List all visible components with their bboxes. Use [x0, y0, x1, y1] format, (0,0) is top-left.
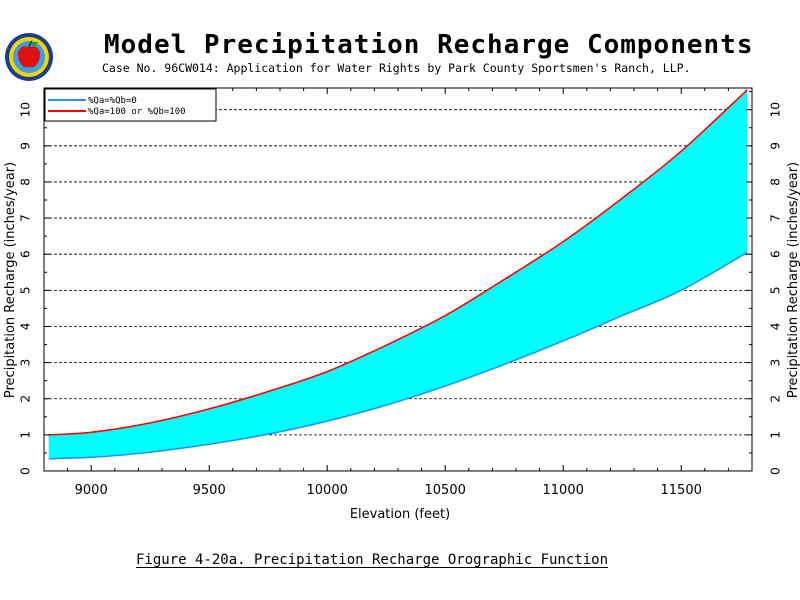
legend-label-qa-qb-0: %Qa=%Qb=0	[88, 96, 137, 106]
y-axis-label-right: Precipitation Recharge (inches/year)	[786, 162, 800, 398]
y-tick-label-left: 5	[19, 287, 33, 295]
y-tick-label-left: 0	[19, 467, 33, 475]
y-tick-label-left: 9	[19, 142, 33, 150]
chart-title: Model Precipitation Recharge Components	[104, 30, 754, 60]
series-line-qa-qb-0	[48, 251, 748, 460]
y-tick-label-right: 3	[769, 359, 783, 367]
legend-label-qa-qb-100: %Qa=100 or %Qb=100	[88, 107, 186, 117]
y-tick-label-right: 6	[769, 250, 783, 258]
y-tick-label-right: 7	[769, 214, 783, 222]
y-tick-label-left: 4	[19, 323, 33, 331]
axis-ticks: 0 0 1 1 2 2 3 3 4 4 5 5 6 6 7 7 8 8 9 9 10 10 9000 9500 10000 105…	[19, 88, 783, 498]
x-tick-label: 9000	[75, 483, 108, 498]
y-tick-label-left: 1	[19, 431, 33, 439]
legend-box	[44, 88, 217, 122]
x-tick-label: 10500	[425, 483, 466, 498]
y-tick-label-right: 0	[769, 467, 783, 475]
y-axis-label-left: Precipitation Recharge (inches/year)	[3, 162, 18, 398]
recharge-band-fill	[48, 89, 748, 459]
y-tick-label-left: 7	[19, 214, 33, 222]
apple-seal-icon	[5, 33, 53, 81]
y-tick-label-right: 1	[769, 431, 783, 439]
y-tick-label-left: 3	[19, 359, 33, 367]
y-tick-label-right: 4	[769, 323, 783, 331]
y-tick-label-right: 10	[769, 102, 783, 117]
recharge-band	[48, 89, 748, 459]
y-tick-label-left: 6	[19, 250, 33, 258]
y-tick-label-right: 2	[769, 395, 783, 403]
chart-subtitle: Case No. 96CW014: Application for Water …	[102, 61, 691, 75]
series-lines	[48, 89, 748, 460]
x-tick-label: 11500	[661, 483, 702, 498]
y-tick-label-left: 8	[19, 178, 33, 186]
x-tick-label: 9500	[193, 483, 226, 498]
y-tick-label-left: 2	[19, 395, 33, 403]
y-tick-label-right: 9	[769, 142, 783, 150]
legend: %Qa=%Qb=0%Qa=100 or %Qb=100	[44, 88, 217, 122]
y-tick-label-left: 10	[19, 102, 33, 117]
x-axis-label: Elevation (feet)	[350, 507, 450, 522]
x-tick-label: 11000	[543, 483, 584, 498]
y-tick-label-right: 8	[769, 178, 783, 186]
series-line-qa-qb-100	[48, 89, 748, 436]
y-tick-label-right: 5	[769, 287, 783, 295]
figure-caption: Figure 4-20a. Precipitation Recharge Oro…	[136, 552, 609, 568]
x-tick-label: 10000	[307, 483, 348, 498]
